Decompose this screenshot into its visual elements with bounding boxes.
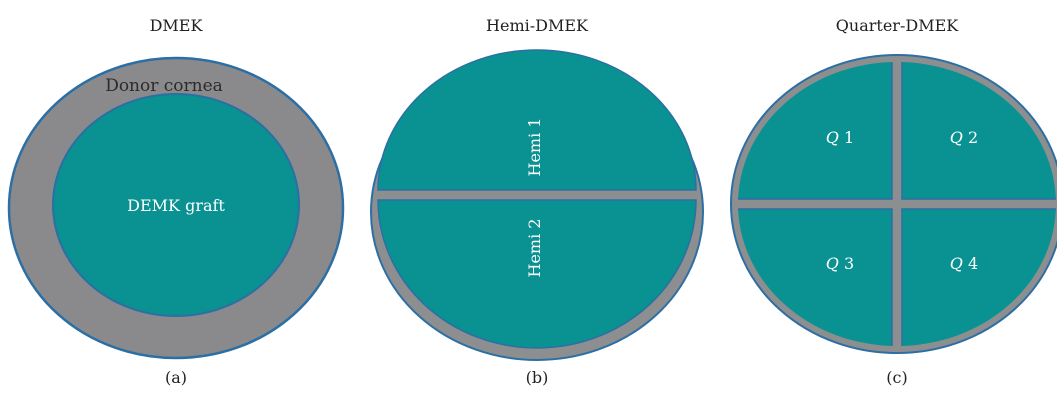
panel-a-title: DMEK <box>150 16 204 35</box>
panel-a-caption: (a) <box>165 368 187 387</box>
panel-c-title: Quarter-DMEK <box>836 16 959 35</box>
panel-c: Quarter-DMEK Q 1 Q 2 Q 3 Q 4 (c) <box>730 16 1057 387</box>
hemi-1-label: Hemi 1 <box>525 118 544 177</box>
q3-label: Q 3 <box>826 254 854 273</box>
hemi-2-label: Hemi 2 <box>525 219 544 278</box>
q1-label: Q 1 <box>826 128 854 147</box>
graft-label: DEMK graft <box>127 196 225 215</box>
dmek-graft <box>52 93 300 317</box>
panel-b-title: Hemi-DMEK <box>486 16 589 35</box>
panel-a: DMEK Donor cornea DEMK graft (a) <box>7 16 345 387</box>
panel-b-caption: (b) <box>526 368 549 387</box>
hemi-2-graft <box>377 199 697 349</box>
hemi-1-graft <box>377 49 697 191</box>
q4-label: Q 4 <box>950 254 978 273</box>
q2-label: Q 2 <box>950 128 978 147</box>
panel-c-caption: (c) <box>886 368 907 387</box>
donor-cornea-label: Donor cornea <box>105 76 223 96</box>
quarter-outer-ring <box>730 54 1057 354</box>
panel-b: Hemi-DMEK Hemi 1 Hemi 2 (b) <box>370 16 704 387</box>
